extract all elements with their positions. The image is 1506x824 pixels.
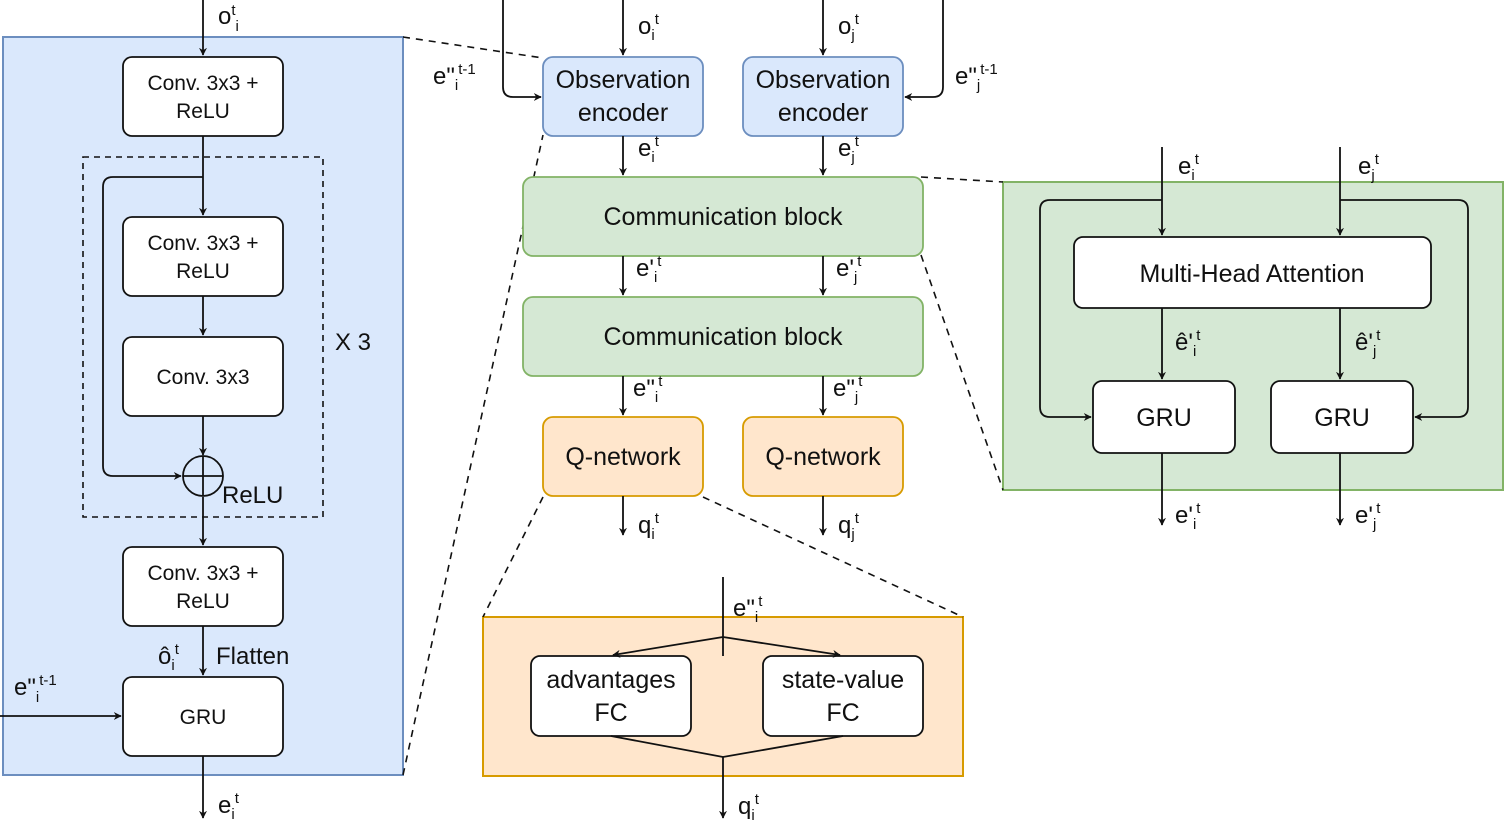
encoder-input-label: oti: [218, 2, 239, 35]
comm-gru-j-label: GRU: [1314, 404, 1370, 432]
multi-head-attention-box: [1073, 236, 1432, 309]
comm-gru-i-label: GRU: [1136, 404, 1192, 432]
encoder-output-label: eit: [218, 790, 240, 823]
hidden-j-label: e"jt-1: [955, 61, 998, 94]
comm-detail-panel: [1002, 181, 1504, 491]
q-network-j-label: Q-network: [765, 443, 881, 471]
res-conv1-line2: ReLU: [176, 260, 230, 283]
comm-out-i-label: e'it: [1175, 500, 1201, 533]
conv-bottom-line1: Conv. 3x3 +: [147, 562, 258, 585]
comm2-out-j-label: e"jt: [833, 373, 863, 406]
state-value-line2: FC: [826, 699, 859, 727]
state-value-line1: state-value: [782, 666, 904, 694]
relu-label: ReLU: [222, 482, 283, 509]
hidden-i-label: e"it-1: [433, 61, 476, 94]
repeat-label: X 3: [335, 329, 371, 356]
flatten-label: Flatten: [216, 643, 289, 670]
q-out-j-label: qjt: [838, 510, 860, 543]
res-conv-relu-box: [122, 216, 284, 297]
res-conv1-line1: Conv. 3x3 +: [147, 232, 258, 255]
qnet-out-label: qit: [738, 791, 760, 824]
conv-top-line1: Conv. 3x3 +: [147, 72, 258, 95]
advantages-line2: FC: [594, 699, 627, 727]
obs-in-i-label: oit: [638, 11, 660, 44]
encoder-j-line2: encoder: [778, 99, 868, 127]
mha-label: Multi-Head Attention: [1139, 260, 1364, 288]
comm1-out-j-label: e'jt: [836, 253, 862, 286]
encoder-j-line1: Observation: [756, 66, 891, 94]
comm-att-i-label: ê'it: [1175, 327, 1201, 360]
comm2-out-i-label: e"it: [633, 373, 663, 406]
res-conv2-label: Conv. 3x3: [157, 366, 250, 389]
comm-att-j-label: ê'jt: [1355, 327, 1381, 360]
conv-bottom-line2: ReLU: [176, 590, 230, 613]
enc-out-j-label: ejt: [838, 133, 860, 166]
flat-var-label: ôit: [158, 641, 180, 674]
zoom-lines: [402, 36, 1004, 776]
encoder-i-line1: Observation: [556, 66, 691, 94]
comm1-out-i-label: e'it: [636, 253, 662, 286]
comm-in-i-label: eit: [1178, 151, 1200, 184]
q-out-i-label: qit: [638, 510, 660, 543]
comm-gru-i-box: [1092, 380, 1236, 454]
conv-top-line2: ReLU: [176, 100, 230, 123]
comm-block-1-label: Communication block: [604, 203, 843, 231]
conv-relu-box-bottom: [122, 546, 284, 627]
obs-in-j-label: ojt: [838, 11, 860, 44]
qnet-in-label: e"it: [733, 593, 763, 626]
residual-add-icon: [182, 455, 224, 497]
comm-block-2-label: Communication block: [604, 323, 843, 351]
communication-block-1: [522, 176, 924, 257]
encoder-hidden-in-label: e"it-1: [14, 672, 57, 706]
encoder-gru-label: GRU: [180, 706, 227, 729]
advantages-line1: advantages: [546, 666, 675, 694]
comm-gru-j-box: [1270, 380, 1414, 454]
communication-block-2: [522, 296, 924, 377]
encoder-i-line2: encoder: [578, 99, 668, 127]
conv-relu-box-top: [122, 56, 284, 137]
q-network-i-label: Q-network: [565, 443, 681, 471]
comm-out-j-label: e'jt: [1355, 500, 1381, 533]
comm-in-j-label: ejt: [1358, 151, 1380, 184]
enc-out-i-label: eit: [638, 133, 660, 166]
